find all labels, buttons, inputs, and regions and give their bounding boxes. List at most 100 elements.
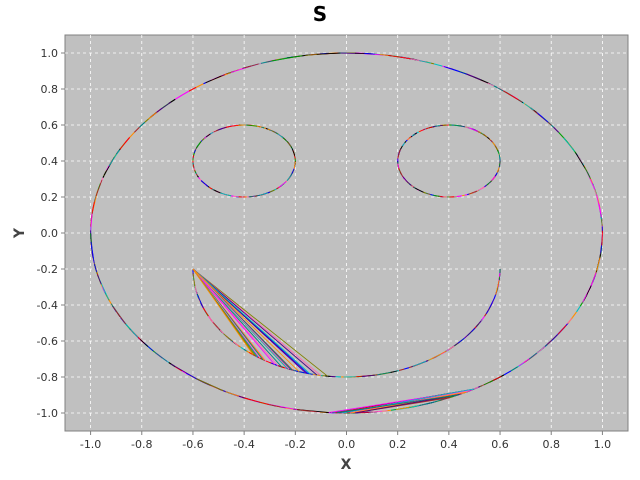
series-segment [200, 180, 209, 187]
x-axis-title: X [341, 457, 352, 473]
series-segment [195, 173, 198, 176]
series-segment [481, 316, 485, 321]
circle-series-2 [397, 124, 501, 198]
series-segment [446, 345, 455, 352]
series-segment [584, 167, 591, 179]
series-segment [411, 133, 415, 137]
series-segment [199, 178, 202, 181]
series-segment [277, 365, 287, 369]
series-segment [390, 370, 398, 373]
series-segment [601, 219, 603, 227]
series-segment [291, 148, 296, 156]
series-segment [196, 175, 199, 178]
series-segment [576, 305, 581, 313]
y-tick-label: -1.0 [37, 407, 58, 420]
series-segment [101, 286, 106, 293]
series-segment [244, 63, 259, 69]
series-segment [466, 73, 481, 81]
y-tick-label: -0.6 [37, 335, 58, 348]
series-segment [443, 66, 469, 75]
series-segment [368, 410, 388, 413]
series-segment [156, 101, 171, 113]
x-tick-label: -0.8 [131, 438, 152, 451]
axes: -1.0 -0.8 -0.6 -0.4 -0.2 0.0 0.2 0.4 0.6 0.8 1.0 -1… [37, 47, 612, 451]
x-tick-label: 0.2 [389, 438, 407, 451]
series-segment [277, 133, 284, 139]
series-segment [267, 128, 271, 131]
series-segment [97, 274, 102, 285]
series-segment [148, 112, 157, 120]
series-segment [468, 127, 478, 132]
series-segment [139, 121, 146, 128]
series-segment [524, 103, 534, 111]
series-segment [601, 232, 603, 246]
y-tick-label: -0.2 [37, 263, 58, 276]
series-segment [398, 368, 405, 371]
chart-title: S [313, 2, 327, 26]
x-tick-label: -0.4 [233, 438, 254, 451]
series-segment [422, 128, 426, 131]
series-segment [197, 295, 204, 309]
series-segment [435, 125, 441, 127]
series-segment [246, 124, 258, 127]
x-tick-label: 0.8 [542, 438, 560, 451]
series-segment [471, 328, 475, 332]
series-segment [174, 94, 183, 100]
series-segment [205, 133, 211, 138]
x-tick-label: -0.2 [285, 438, 306, 451]
series-segment [379, 54, 389, 56]
series-segment [586, 285, 592, 295]
series-segment [488, 297, 495, 310]
series-segment [154, 351, 168, 362]
series-segment [95, 179, 103, 197]
series-segment [572, 311, 577, 318]
series-segment [405, 139, 408, 142]
face-chord-fan [328, 388, 475, 414]
series-segment [203, 136, 207, 140]
series-segment [536, 346, 546, 354]
series-segment [205, 75, 222, 84]
series-segment [278, 181, 287, 188]
series-segment [209, 187, 213, 190]
series-segment [425, 126, 433, 130]
series-segment [225, 194, 232, 197]
series-segment [590, 272, 597, 286]
series-segment [220, 192, 227, 196]
y-tick-label: -0.4 [37, 299, 58, 312]
y-axis-title: Y [12, 227, 28, 239]
series-segment [364, 53, 375, 55]
series-segment [433, 63, 443, 67]
x-tick-label: 1.0 [594, 438, 612, 451]
series-segment [316, 52, 341, 55]
series-segment [483, 380, 494, 386]
series-segment [225, 391, 239, 397]
series-segment [398, 169, 404, 177]
x-tick-label: 0.0 [338, 438, 356, 451]
series-segment [228, 124, 239, 128]
series-segment [290, 172, 293, 177]
series-segment [295, 409, 317, 413]
series-segment [558, 131, 564, 138]
series-segment [557, 325, 567, 335]
smile-arc-series [192, 268, 501, 378]
series-segment [416, 131, 420, 134]
series-segment [139, 339, 149, 347]
series-segment [192, 268, 328, 377]
series-segment [90, 213, 93, 233]
series-segment [412, 361, 427, 367]
series-segment [491, 141, 496, 147]
series-segment [480, 132, 488, 138]
series-segment [271, 55, 303, 62]
series-segment [503, 370, 512, 376]
series-segment [248, 194, 260, 198]
y-tick-label: 0.8 [41, 83, 59, 96]
series-segment [192, 268, 290, 370]
series-segment [198, 177, 201, 180]
series-segment [468, 190, 477, 195]
series-segment [108, 149, 120, 167]
series-segment [125, 323, 136, 336]
series-segment [454, 124, 464, 127]
series-segment [428, 354, 441, 361]
series-segment [361, 374, 376, 377]
